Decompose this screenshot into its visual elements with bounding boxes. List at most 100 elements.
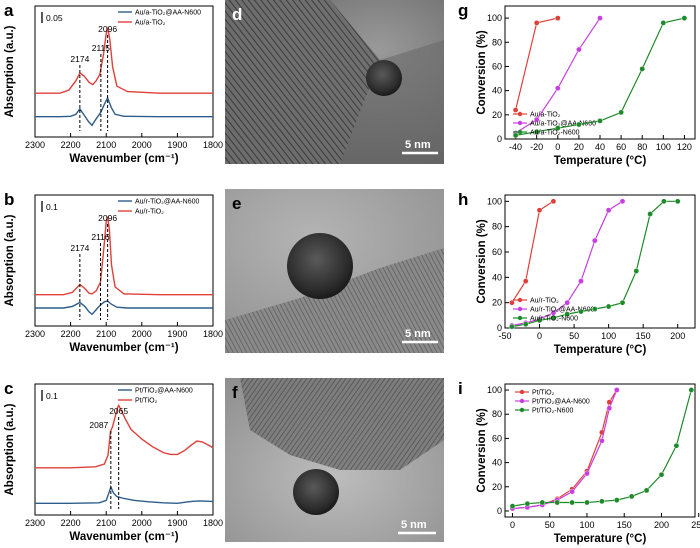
legend-entry: Pt/TiO₂@AA-N600 <box>532 399 590 406</box>
panel-label-b: b <box>4 190 14 209</box>
x-tick-label: 100 <box>601 331 616 341</box>
x-axis-label: Temperature (°C) <box>554 344 647 356</box>
x-tick-label: 2300 <box>25 518 45 528</box>
data-point <box>688 387 695 393</box>
x-tick-label: 1800 <box>203 329 223 339</box>
x-tick-label: 40 <box>595 142 605 152</box>
x-tick-label: 1800 <box>203 140 223 150</box>
panel-label-g: g <box>458 1 468 20</box>
data-point <box>605 303 612 310</box>
spectrum-line <box>35 216 213 296</box>
data-point <box>599 498 605 505</box>
x-tick-label: 2100 <box>96 140 116 150</box>
panel-label-c: c <box>4 379 13 398</box>
panel-label-f: f <box>232 383 238 402</box>
data-point <box>673 442 680 449</box>
legend-marker <box>517 111 523 117</box>
x-tick-label: 2200 <box>61 518 81 528</box>
y-axis-label: Conversion (%) <box>476 30 488 115</box>
legend-marker <box>517 315 523 321</box>
plot-frame <box>34 194 214 327</box>
plot-frame <box>34 383 214 516</box>
tem-image-f: f 5 nm <box>225 378 444 542</box>
y-tick-label: 80 <box>492 409 502 419</box>
nanoparticle-e <box>287 233 353 299</box>
legend-entry: Au/a-TiO₂ <box>530 112 561 119</box>
spectrum-line <box>35 404 214 469</box>
data-point <box>660 20 667 26</box>
data-point <box>643 487 650 494</box>
x-tick-label: 0 <box>555 142 560 152</box>
peak-label: 2174 <box>70 243 89 253</box>
data-point <box>614 497 620 503</box>
y-tick-label: 100 <box>487 196 502 206</box>
y-tick-label: 20 <box>492 482 502 492</box>
data-point <box>524 500 531 507</box>
peak-label: 2087 <box>89 420 108 430</box>
data-point <box>619 299 626 306</box>
conversion-chart-i: 0 50 100 150 200 250 0 20 40 60 80 100 Temperature (… <box>476 383 700 545</box>
peak-label: 2174 <box>70 54 89 64</box>
plot-frame <box>504 383 696 518</box>
data-point <box>533 116 540 123</box>
scale-bar-value: 0.1 <box>46 202 58 212</box>
x-tick-label: 2200 <box>61 329 81 339</box>
spectrum-line <box>35 300 213 316</box>
panel-label-h: h <box>458 190 468 209</box>
nanoparticle-f <box>293 469 339 515</box>
y-tick-label: 80 <box>492 37 502 47</box>
legend-entry: Pt/TiO₂@AA-N600 <box>135 388 193 395</box>
spectrum-line <box>35 485 214 505</box>
legend-marker <box>519 398 525 404</box>
data-point <box>539 499 546 506</box>
x-tick-label: 0 <box>510 520 515 530</box>
conversion-line <box>515 17 558 111</box>
legend-entry: Pt/TiO₂-N600 <box>532 408 573 415</box>
plot-frame <box>504 194 696 329</box>
legend-marker <box>517 306 523 312</box>
x-axis-label: Temperature (°C) <box>554 533 647 545</box>
y-tick-label: 60 <box>492 433 502 443</box>
spectrum-line <box>35 27 213 94</box>
y-tick-label: 60 <box>492 61 502 71</box>
data-point <box>564 299 571 306</box>
x-tick-label: 2200 <box>61 140 81 150</box>
x-tick-label: 2000 <box>132 329 152 339</box>
legend-entry: Au/a-TiO₂-N600 <box>530 130 580 137</box>
y-tick-label: 0 <box>497 506 502 516</box>
tem-image-d: d 5 nm <box>225 0 444 164</box>
panel-label-e: e <box>232 194 241 213</box>
data-point <box>578 278 584 284</box>
conversion-line <box>511 200 554 304</box>
ir-spectrum-panel-c: 2300 2200 2100 2000 1900 1800 Wavenumber (cm⁻¹… <box>4 383 223 543</box>
x-axis-label: Wavenumber (cm⁻¹) <box>69 342 178 354</box>
y-tick-label: 0 <box>497 134 502 144</box>
panel-label-a: a <box>4 1 14 20</box>
x-axis-label: Temperature (°C) <box>554 155 647 167</box>
data-point <box>555 85 561 91</box>
panel-label-d: d <box>232 5 242 24</box>
data-point <box>599 437 605 444</box>
legend-marker <box>517 297 523 303</box>
data-point <box>550 315 557 321</box>
data-point <box>512 132 519 139</box>
y-tick-label: 20 <box>492 110 502 120</box>
y-axis-label: Conversion (%) <box>476 408 488 493</box>
data-point <box>555 125 561 131</box>
data-point <box>576 121 582 128</box>
data-point <box>639 66 646 72</box>
y-axis-label: Absorption (a.u.) <box>4 403 16 495</box>
x-tick-label: 60 <box>616 142 626 152</box>
data-point <box>597 118 603 124</box>
x-axis-label: Wavenumber (cm⁻¹) <box>69 531 178 543</box>
data-point <box>584 470 590 477</box>
x-tick-label: 200 <box>670 331 685 341</box>
data-point <box>522 321 529 328</box>
data-point <box>576 46 582 53</box>
data-point <box>509 503 516 509</box>
x-tick-label: -50 <box>498 331 511 341</box>
data-point <box>564 311 571 317</box>
scale-bar-e: 5 nm <box>405 328 431 340</box>
x-tick-label: 120 <box>677 142 692 152</box>
